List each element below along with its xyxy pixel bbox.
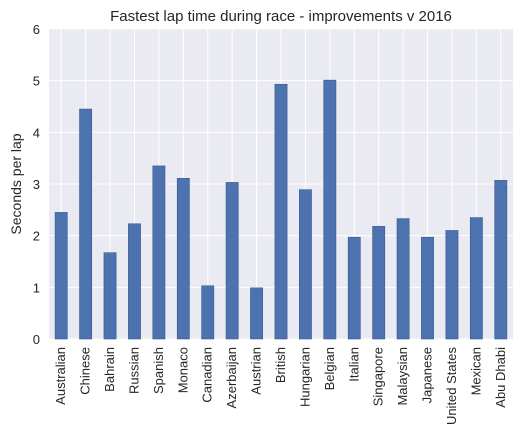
bar <box>421 236 434 340</box>
bar <box>445 230 459 340</box>
bars-group <box>54 79 508 340</box>
bar <box>176 178 190 340</box>
x-tick-label: Spanish <box>151 347 166 394</box>
bar <box>250 287 263 340</box>
y-axis-ticks: 0 1 2 3 4 5 6 <box>33 22 40 347</box>
bar <box>274 83 288 340</box>
x-tick-label: Belgian <box>322 347 337 390</box>
bar <box>152 165 166 340</box>
x-tick-label: Japanese <box>420 347 435 403</box>
y-tick-label: 5 <box>33 74 40 89</box>
x-axis-ticks: Australian Chinese Bahrain Russian Spanish Mo… <box>53 347 508 426</box>
x-tick-label: Monaco <box>175 347 190 393</box>
x-tick-label: Australian <box>53 347 68 405</box>
x-tick-label: Bahrain <box>102 347 117 392</box>
bar <box>469 217 483 340</box>
bar <box>396 218 410 340</box>
bar <box>54 212 68 340</box>
y-tick-label: 4 <box>33 125 40 140</box>
y-tick-label: 2 <box>33 229 40 244</box>
bar <box>201 285 215 340</box>
bar <box>128 223 141 340</box>
bar <box>299 189 312 340</box>
x-tick-label: United States <box>444 347 459 426</box>
bar <box>103 252 117 340</box>
x-tick-label: Russian <box>126 347 141 394</box>
y-axis-label: Seconds per lap <box>8 133 24 234</box>
y-tick-label: 1 <box>33 280 40 295</box>
x-tick-label: Italian <box>346 347 361 382</box>
bar <box>347 236 361 340</box>
x-tick-label: British <box>273 347 288 383</box>
x-tick-label: Chinese <box>78 347 93 395</box>
bar <box>372 226 386 340</box>
y-tick-label: 0 <box>33 332 40 347</box>
x-tick-label: Singapore <box>371 347 386 406</box>
bar <box>225 182 239 340</box>
x-tick-label: Abu Dhabi <box>493 347 508 408</box>
chart-title: Fastest lap time during race - improveme… <box>110 8 452 25</box>
x-tick-label: Hungarian <box>297 347 312 407</box>
bar <box>494 180 508 340</box>
bar <box>323 79 337 340</box>
y-tick-label: 6 <box>33 22 40 37</box>
x-tick-label: Malaysian <box>395 347 410 406</box>
y-tick-label: 3 <box>33 177 40 192</box>
x-tick-label: Canadian <box>200 347 215 403</box>
x-tick-label: Azerbaijan <box>224 347 239 408</box>
bar <box>79 108 93 340</box>
x-tick-label: Mexican <box>468 347 483 395</box>
x-tick-label: Austrian <box>249 347 264 395</box>
